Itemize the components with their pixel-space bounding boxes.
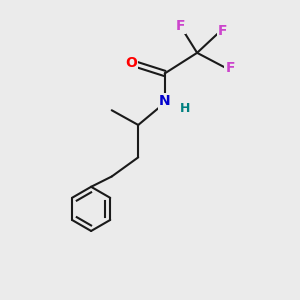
- Text: F: F: [226, 61, 235, 75]
- Text: O: O: [125, 56, 137, 70]
- Text: N: N: [159, 94, 170, 108]
- Text: F: F: [175, 19, 185, 33]
- Text: F: F: [218, 24, 227, 38]
- Text: H: H: [180, 102, 190, 115]
